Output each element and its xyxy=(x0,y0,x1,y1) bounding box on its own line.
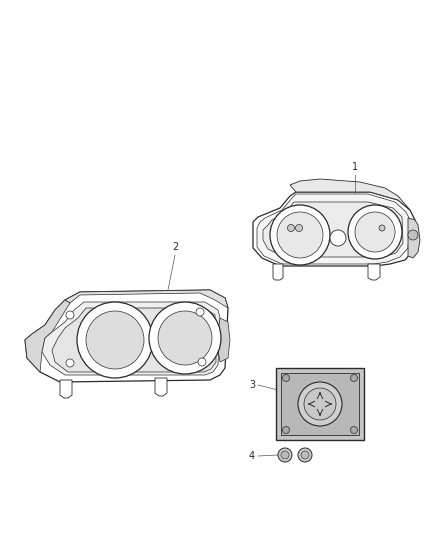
Circle shape xyxy=(270,205,330,265)
Circle shape xyxy=(355,212,395,252)
Circle shape xyxy=(86,311,144,369)
Polygon shape xyxy=(273,264,283,280)
Polygon shape xyxy=(368,264,380,280)
Polygon shape xyxy=(25,300,70,372)
Circle shape xyxy=(348,205,402,259)
Polygon shape xyxy=(257,194,410,264)
Circle shape xyxy=(283,375,290,382)
Polygon shape xyxy=(253,192,415,266)
Circle shape xyxy=(66,311,74,319)
Polygon shape xyxy=(155,378,167,396)
Polygon shape xyxy=(25,290,228,382)
Circle shape xyxy=(298,448,312,462)
Circle shape xyxy=(198,358,206,366)
Circle shape xyxy=(196,308,204,316)
Text: 2: 2 xyxy=(172,242,178,252)
Polygon shape xyxy=(263,202,403,257)
Polygon shape xyxy=(290,179,410,210)
Text: 1: 1 xyxy=(352,162,358,172)
Circle shape xyxy=(77,302,153,378)
Circle shape xyxy=(296,224,303,231)
Circle shape xyxy=(350,426,357,433)
Polygon shape xyxy=(42,302,220,375)
Circle shape xyxy=(301,451,309,459)
FancyBboxPatch shape xyxy=(281,373,359,435)
Circle shape xyxy=(278,448,292,462)
FancyBboxPatch shape xyxy=(276,368,364,440)
Circle shape xyxy=(66,359,74,367)
Circle shape xyxy=(350,375,357,382)
Polygon shape xyxy=(52,308,216,372)
Circle shape xyxy=(283,426,290,433)
Circle shape xyxy=(298,382,342,426)
Text: 4: 4 xyxy=(249,451,255,461)
Circle shape xyxy=(330,230,346,246)
Circle shape xyxy=(304,388,336,420)
Polygon shape xyxy=(408,218,420,258)
Polygon shape xyxy=(218,318,230,362)
Text: 3: 3 xyxy=(249,380,255,390)
Circle shape xyxy=(281,451,289,459)
Circle shape xyxy=(158,311,212,365)
Circle shape xyxy=(408,230,418,240)
Circle shape xyxy=(287,224,294,231)
Polygon shape xyxy=(65,290,228,308)
Circle shape xyxy=(379,225,385,231)
Circle shape xyxy=(149,302,221,374)
Circle shape xyxy=(277,212,323,258)
Polygon shape xyxy=(60,380,72,398)
